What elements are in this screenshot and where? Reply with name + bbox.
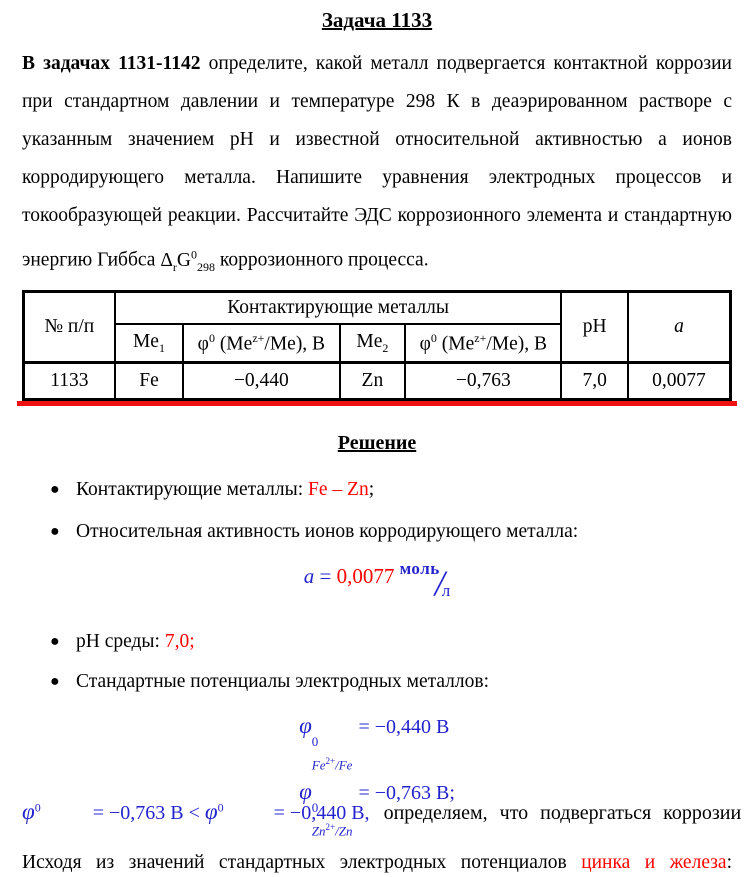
iron-potential-value: = −0,440 В (358, 716, 450, 739)
bullet-text: Контактирующие металлы: Fe – Zn; (76, 479, 375, 501)
closing-paragraph: Исходя из значений стандартных электродн… (22, 852, 732, 874)
bullet-text: Относительная активность ионов корродиру… (76, 521, 579, 543)
iron-potential-formula: φ 0 Fe2+/Fe = −0,440 В (299, 713, 450, 773)
gibbs-sub-r: r (172, 259, 177, 274)
cell-ph: 7,0 (560, 361, 629, 401)
problem-body-1: определите, какой металл подвергается ко… (22, 53, 732, 271)
bullet-dot: ● (50, 673, 60, 691)
col-header-activity: a (626, 290, 732, 364)
activity-formula: a = 0,0077 моль/л (303, 559, 451, 604)
fraction-slash: / (434, 563, 445, 604)
activity-value: 0,0077 (336, 564, 395, 589)
activity-unit: моль/л (399, 559, 451, 604)
ph-value: 7,0; (164, 631, 195, 653)
bullet-text: pH среды: 7,0; (76, 631, 195, 653)
red-divider (17, 401, 737, 407)
table-row: 1133 Fe −0,440 Zn −0,763 7,0 0,0077 (22, 361, 732, 401)
cell-metal-2: Zn (338, 361, 407, 401)
bullet-dot: ● (50, 633, 60, 651)
col-header-phi2: φ0 (Mez+/Me), В (404, 323, 563, 364)
problem-body-2: коррозионного процесса. (214, 249, 429, 271)
col-header-num: № п/п (22, 290, 116, 364)
col-header-me2: Me2 (338, 323, 407, 364)
cell-potential-1: −0,440 (182, 361, 341, 401)
conditions-table: № п/п Контактирующие металлы pH a Me1 φ0… (22, 290, 732, 402)
bullet-contacting-metals: ● Контактирующие металлы: Fe – Zn; (22, 477, 732, 503)
cell-potential-2: −0,763 (404, 361, 563, 401)
final-line-text: определяем, что подвергаться коррозии (383, 802, 742, 824)
col-header-me1: Me1 (113, 323, 185, 364)
gibbs-delta: Δ (160, 249, 173, 271)
metals-pair-value: Fe – Zn (308, 479, 369, 501)
bullet-dot: ● (50, 481, 60, 499)
page-title: Задача 1133 (321, 8, 433, 32)
zinc-value-compare: = −0,763 В (92, 802, 189, 824)
gibbs-term: ΔrG0298 (160, 247, 215, 274)
gibbs-sub-298: 298 (196, 259, 215, 274)
cell-activity: 0,0077 (626, 361, 732, 401)
col-header-metals-group: Контактирующие металлы (113, 290, 563, 326)
bullet-text: Стандартные потенциалы электродных метал… (76, 671, 490, 693)
bullet-ph: ● pH среды: 7,0; (22, 629, 732, 655)
col-header-ph: pH (560, 290, 629, 364)
final-comparison-line: φ0 = −0,763 В < φ0 = −0,440 В, определяем, … (22, 799, 742, 824)
bullet-dot: ● (50, 523, 60, 541)
problem-lead: В задачах 1131-1142 (22, 53, 201, 74)
cell-metal-1: Fe (113, 361, 185, 401)
bullet-standard-potentials: ● Стандартные потенциалы электродных мет… (22, 669, 732, 695)
col-header-phi1: φ0 (Mez+/Me), В (182, 323, 341, 364)
metals-named-red: цинка и железа (581, 852, 727, 874)
bullet-relative-activity: ● Относительная активность ионов корроди… (22, 519, 732, 545)
cell-problem-number: 1133 (22, 361, 116, 401)
problem-statement: В задачах 1131-1142 определите, какой ме… (22, 45, 732, 285)
less-than-sign: < (188, 802, 205, 824)
gibbs-symbol: G (176, 249, 191, 271)
gibbs-sup-0: 0 (190, 247, 197, 261)
solution-heading: Решение (337, 432, 417, 455)
iron-value-compare: = −0,440 В, (273, 802, 370, 824)
activity-symbol: a (303, 564, 315, 589)
zinc-potential-value: = −0,763 В; (358, 782, 455, 805)
